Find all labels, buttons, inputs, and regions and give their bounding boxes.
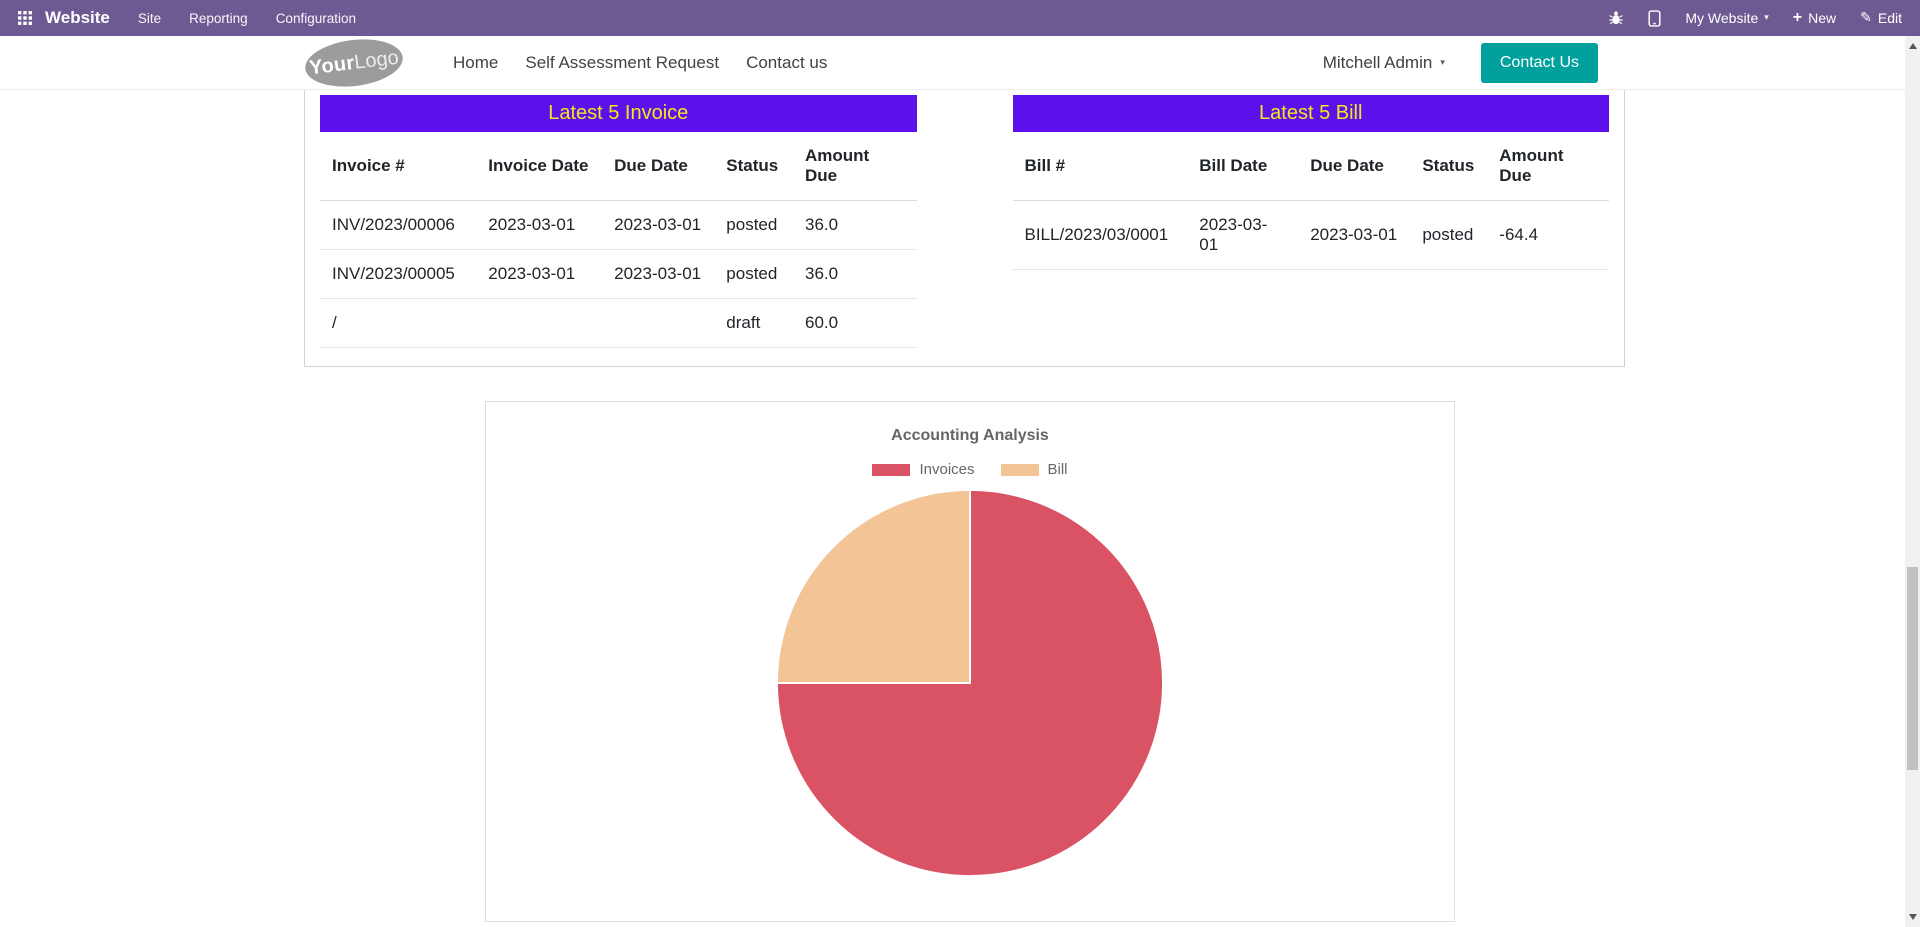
table-row: INV/2023/00005 2023-03-01 2023-03-01 pos… bbox=[320, 249, 917, 299]
cell-invoice-date bbox=[476, 298, 603, 348]
legend-label: Invoices bbox=[919, 461, 975, 478]
cell-amount-due: 36.0 bbox=[793, 200, 917, 250]
cell-invoice-number: INV/2023/00005 bbox=[320, 249, 477, 299]
contact-us-button[interactable]: Contact Us bbox=[1480, 42, 1598, 83]
website-switcher-label: My Website bbox=[1685, 10, 1759, 26]
column-header: Status bbox=[1410, 132, 1488, 201]
triangle-down-icon bbox=[1908, 914, 1917, 920]
apps-grid-icon[interactable] bbox=[18, 11, 32, 25]
chart-legend: Invoices Bill bbox=[486, 461, 1454, 478]
cell-due-date: 2023-03-01 bbox=[602, 200, 715, 250]
new-button-label: New bbox=[1808, 10, 1837, 26]
cell-status: posted bbox=[714, 249, 794, 299]
cell-amount-due: 60.0 bbox=[793, 298, 917, 348]
table-row: / draft 60.0 bbox=[320, 298, 917, 348]
table-row: BILL/2023/03/0001 2023-03-01 2023-03-01 … bbox=[1012, 200, 1609, 270]
bill-table-title: Latest 5 Bill bbox=[1259, 102, 1363, 124]
cell-due-date: 2023-03-01 bbox=[1298, 200, 1411, 270]
pie-slice-bill bbox=[775, 488, 971, 684]
cell-invoice-number: / bbox=[320, 298, 477, 348]
latest-documents-panel: Latest 5 Invoice Invoice # Invoice Date … bbox=[304, 90, 1625, 367]
site-header: Your Logo Home Self Assessment Request C… bbox=[0, 33, 1920, 92]
cell-invoice-date: 2023-03-01 bbox=[476, 200, 603, 250]
menu-reporting[interactable]: Reporting bbox=[189, 10, 248, 26]
legend-swatch bbox=[872, 463, 911, 476]
nav-link-home[interactable]: Home bbox=[453, 52, 499, 72]
cell-invoice-number: INV/2023/00006 bbox=[320, 200, 477, 250]
triangle-up-icon bbox=[1908, 43, 1917, 49]
plus-icon: + bbox=[1792, 9, 1803, 26]
app-switcher[interactable]: Website bbox=[18, 8, 110, 28]
legend-swatch bbox=[1000, 463, 1039, 476]
legend-item-bill[interactable]: Bill bbox=[1000, 461, 1068, 478]
cell-due-date: 2023-03-01 bbox=[602, 249, 715, 299]
chevron-down-icon: ▾ bbox=[1764, 13, 1769, 23]
menu-configuration[interactable]: Configuration bbox=[275, 10, 356, 26]
column-header: Invoice Date bbox=[476, 132, 603, 201]
pie-slice-invoices bbox=[775, 488, 1165, 878]
new-button[interactable]: + New bbox=[1792, 9, 1837, 27]
pie-chart bbox=[775, 488, 1165, 878]
invoice-table-title-band: Latest 5 Invoice bbox=[320, 95, 917, 132]
cell-due-date bbox=[602, 298, 715, 348]
vertical-scrollbar[interactable] bbox=[1905, 36, 1920, 927]
cell-amount-due: -64.4 bbox=[1487, 200, 1609, 270]
edit-button-label: Edit bbox=[1877, 10, 1902, 26]
page-content: Latest 5 Invoice Invoice # Invoice Date … bbox=[0, 90, 1920, 922]
chart-card: Accounting Analysis Invoices Bill bbox=[485, 401, 1455, 922]
site-nav: Home Self Assessment Request Contact us bbox=[453, 53, 827, 73]
chevron-down-icon: ▾ bbox=[1440, 57, 1445, 68]
column-header: Invoice # bbox=[320, 132, 477, 201]
cell-bill-number: BILL/2023/03/0001 bbox=[1012, 200, 1188, 270]
logo-text-logo: Logo bbox=[352, 45, 400, 73]
user-name: Mitchell Admin bbox=[1322, 52, 1433, 72]
pencil-icon: ✎ bbox=[1860, 10, 1872, 26]
column-header: Status bbox=[714, 132, 794, 201]
invoice-table: Latest 5 Invoice Invoice # Invoice Date … bbox=[320, 95, 917, 348]
nav-link-contact-us[interactable]: Contact us bbox=[746, 52, 828, 72]
cell-status: draft bbox=[714, 298, 794, 348]
scroll-down-arrow[interactable] bbox=[1905, 910, 1920, 924]
website-switcher[interactable]: My Website ▾ bbox=[1685, 10, 1768, 26]
column-header: Amount Due bbox=[793, 132, 917, 201]
logo-text-your: Your bbox=[308, 51, 356, 79]
column-header: Bill Date bbox=[1187, 132, 1299, 201]
menu-site[interactable]: Site bbox=[137, 10, 162, 26]
table-header-row: Bill # Bill Date Due Date Status Amount … bbox=[1012, 132, 1609, 201]
bill-table: Latest 5 Bill Bill # Bill Date Due Date … bbox=[1012, 95, 1609, 348]
cell-status: posted bbox=[714, 200, 794, 250]
edit-button[interactable]: ✎ Edit bbox=[1860, 10, 1902, 26]
invoice-table-title: Latest 5 Invoice bbox=[548, 102, 689, 124]
top-navbar: Website Site Reporting Configuration bbox=[0, 0, 1920, 36]
scroll-up-arrow[interactable] bbox=[1905, 39, 1920, 53]
debug-bug-icon[interactable] bbox=[1608, 10, 1624, 26]
site-logo[interactable]: Your Logo bbox=[302, 33, 406, 92]
column-header: Due Date bbox=[1298, 132, 1411, 201]
legend-item-invoices[interactable]: Invoices bbox=[872, 461, 975, 478]
user-menu[interactable]: Mitchell Admin ▾ bbox=[1323, 53, 1445, 73]
app-name[interactable]: Website bbox=[45, 8, 110, 27]
mobile-preview-icon[interactable] bbox=[1648, 9, 1661, 27]
legend-label: Bill bbox=[1047, 461, 1068, 478]
cell-status: posted bbox=[1410, 200, 1488, 270]
chart-title: Accounting Analysis bbox=[891, 427, 1049, 444]
cell-amount-due: 36.0 bbox=[793, 249, 917, 299]
column-header: Due Date bbox=[602, 132, 715, 201]
table-row: INV/2023/00006 2023-03-01 2023-03-01 pos… bbox=[320, 200, 917, 250]
scrollbar-thumb[interactable] bbox=[1907, 567, 1918, 770]
column-header: Bill # bbox=[1012, 132, 1188, 201]
cell-bill-date: 2023-03-01 bbox=[1187, 200, 1299, 270]
cell-invoice-date: 2023-03-01 bbox=[476, 249, 603, 299]
table-header-row: Invoice # Invoice Date Due Date Status A… bbox=[320, 132, 917, 201]
nav-link-self-assessment-request[interactable]: Self Assessment Request bbox=[525, 52, 720, 72]
column-header: Amount Due bbox=[1487, 132, 1609, 201]
bill-table-title-band: Latest 5 Bill bbox=[1012, 95, 1609, 132]
